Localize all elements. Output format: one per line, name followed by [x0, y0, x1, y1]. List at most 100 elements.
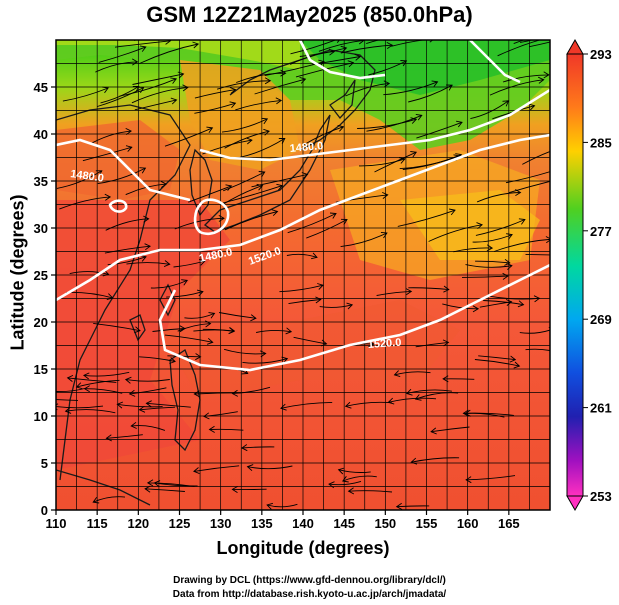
streamline	[472, 234, 513, 243]
y-tick-label: 35	[34, 174, 48, 189]
streamline-arrowhead	[276, 183, 284, 191]
streamline-arrowhead	[198, 258, 206, 266]
streamline-arrowhead	[346, 302, 354, 310]
streamline-arrowhead	[456, 120, 463, 128]
streamline-arrowhead	[337, 467, 345, 475]
x-tick-label: 110	[46, 516, 67, 531]
contour-line	[193, 198, 230, 235]
streamline	[247, 465, 293, 470]
streamline	[474, 359, 520, 367]
streamline-arrowhead	[92, 497, 100, 504]
streamline	[167, 355, 201, 358]
streamline-arrowhead	[504, 258, 511, 266]
streamline-arrowhead	[160, 180, 168, 188]
streamline	[125, 379, 170, 382]
streamline	[146, 402, 191, 408]
streamline	[388, 397, 437, 403]
streamline-arrowhead	[398, 157, 406, 164]
streamline-arrowhead	[533, 295, 541, 303]
streamline-arrowhead	[146, 479, 154, 487]
streamline	[216, 80, 271, 90]
contour-label: 1520.0	[367, 337, 401, 351]
streamline	[193, 329, 235, 332]
streamline	[293, 336, 327, 345]
streamline	[232, 386, 271, 395]
streamline	[478, 355, 516, 361]
streamline-arrowhead	[206, 126, 214, 134]
colorbar: 293 285 277 269 261 253	[566, 38, 612, 512]
streamline-arrowhead	[465, 476, 472, 484]
streamline-arrowhead	[317, 283, 324, 290]
height-contours	[56, 40, 550, 372]
streamline-arrowhead	[449, 208, 456, 216]
streamline	[117, 403, 163, 408]
streamline	[145, 488, 185, 492]
streamline-arrowhead	[506, 233, 513, 240]
contour-line	[469, 40, 521, 84]
streamline-arrowhead	[336, 40, 340, 43]
streamline-arrowhead	[280, 403, 287, 411]
x-tick-label: 150	[374, 516, 396, 531]
streamline	[489, 295, 540, 300]
colorbar-tick-label: 277	[590, 224, 612, 239]
streamline-arrowhead	[328, 481, 335, 489]
streamline-arrowhead	[203, 412, 210, 420]
streamline	[222, 185, 283, 204]
streamline	[394, 371, 431, 376]
contour-line	[108, 199, 128, 213]
streamline-arrowhead	[429, 40, 434, 43]
y-tick-label: 30	[34, 221, 48, 236]
streamline-arrowhead	[505, 299, 513, 306]
streamline-arrowhead	[347, 60, 355, 68]
streamline	[497, 40, 542, 57]
streamline	[461, 275, 508, 278]
streamline	[139, 43, 199, 64]
streamline	[397, 209, 456, 227]
streamline	[288, 299, 321, 305]
x-tick-label: 140	[292, 516, 314, 531]
streamline	[522, 151, 550, 165]
streamline-arrowhead	[130, 421, 137, 429]
streamline-arrowhead	[340, 218, 348, 225]
streamline	[368, 60, 407, 76]
streamline-arrowhead	[400, 60, 408, 67]
x-tick-label: 155	[416, 516, 438, 531]
streamline	[223, 348, 266, 355]
streamline-arrowhead	[218, 215, 225, 222]
streamline-arrowhead	[64, 406, 72, 414]
streamline	[256, 330, 292, 333]
streamline-arrowhead	[258, 171, 266, 178]
streamline-arrowhead	[311, 252, 318, 260]
streamline	[150, 279, 188, 289]
streamline	[319, 304, 353, 308]
streamline-arrowhead	[266, 502, 274, 510]
streamline-arrowhead	[340, 45, 348, 53]
streamline	[106, 434, 143, 439]
streamline-arrowhead	[231, 486, 238, 493]
streamline-arrowhead	[446, 84, 453, 91]
y-tick-label: 5	[41, 456, 48, 471]
streamline-arrowhead	[170, 77, 178, 84]
streamline-arrowhead	[83, 385, 90, 393]
streamline-arrowhead	[528, 103, 536, 111]
streamline-arrowhead	[515, 189, 522, 196]
y-tick-label: 10	[34, 409, 48, 424]
streamline	[107, 256, 147, 266]
streamline-arrowhead	[66, 374, 74, 382]
y-axis: 0 5 10 15 20 25 30 35 40 45	[34, 80, 56, 518]
streamline-arrowhead	[393, 370, 401, 378]
streamline	[56, 405, 104, 409]
streamline-arrowhead	[83, 372, 90, 380]
streamline	[383, 81, 438, 96]
streamline	[470, 100, 509, 120]
streamline-arrowhead	[462, 409, 469, 417]
streamline	[194, 102, 236, 114]
colorbar-tick-label: 253	[590, 489, 612, 504]
streamline	[223, 171, 265, 192]
streamline	[97, 87, 144, 107]
streamline	[184, 312, 215, 319]
streamline-arrowhead	[138, 405, 146, 413]
credit-data: Data from http://database.rish.kyoto-u.a…	[172, 589, 447, 600]
streamline	[65, 409, 116, 414]
